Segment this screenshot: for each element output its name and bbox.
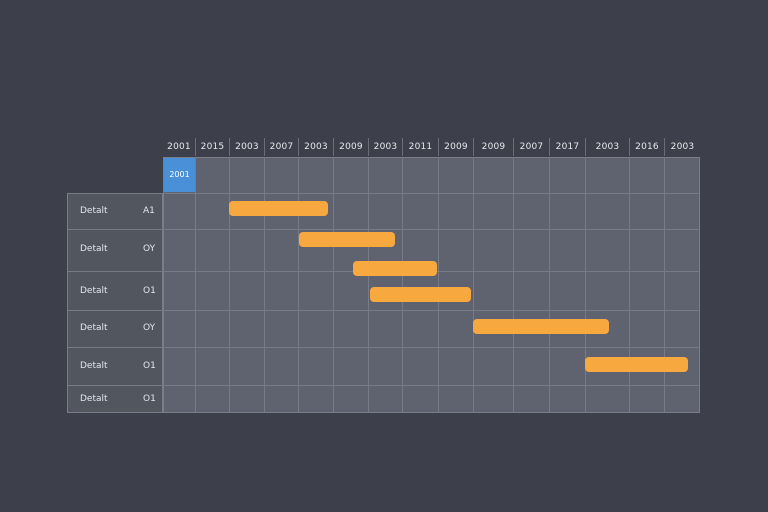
timeline-grid[interactable] (163, 157, 700, 413)
header-divider (195, 138, 196, 156)
row-code: O1 (143, 286, 156, 296)
year-header-5[interactable]: 2003 (304, 142, 328, 152)
header-divider (368, 138, 369, 156)
row-label: Detalt (80, 206, 108, 216)
grid-column-line (333, 157, 334, 413)
task-bar[interactable] (370, 287, 471, 302)
header-divider (549, 138, 550, 156)
grid-column-line (549, 157, 550, 413)
header-divider (298, 138, 299, 156)
year-header-10[interactable]: 2009 (481, 142, 506, 152)
row-code: O1 (143, 361, 156, 371)
grid-column-line (585, 157, 586, 413)
row-label: Detalt (80, 394, 108, 404)
header-divider (402, 138, 403, 156)
header-divider (664, 138, 665, 156)
grid-column-line (368, 157, 369, 413)
grid-column-line (438, 157, 439, 413)
selected-year-cell[interactable]: 2001 (164, 158, 195, 192)
header-divider (585, 138, 586, 156)
year-header-3[interactable]: 2003 (235, 142, 259, 152)
year-header-4[interactable]: 2007 (269, 142, 294, 152)
task-bar[interactable] (473, 319, 609, 334)
row-code: A1 (143, 206, 155, 216)
grid-column-line (629, 157, 630, 413)
header-divider (264, 138, 265, 156)
task-bar[interactable] (585, 357, 688, 372)
year-header-14[interactable]: 2016 (635, 142, 659, 152)
grid-column-line (402, 157, 403, 413)
header-divider (438, 138, 439, 156)
task-bar[interactable] (353, 261, 437, 276)
task-bar[interactable] (229, 201, 328, 216)
header-divider (629, 138, 630, 156)
row-label: Detalt (80, 244, 108, 254)
year-header-2[interactable]: 2015 (200, 142, 225, 152)
row-label: Detalt (80, 286, 108, 296)
grid-column-line (473, 157, 474, 413)
grid-column-line (298, 157, 299, 413)
header-divider (473, 138, 474, 156)
row-label: Detalt (80, 361, 108, 371)
grid-row-line (67, 229, 700, 230)
year-header-15[interactable]: 2003 (670, 142, 695, 152)
year-header-11[interactable]: 2007 (519, 142, 544, 152)
row-label-panel (67, 193, 163, 413)
row-label: Detalt (80, 323, 108, 333)
year-header-8[interactable]: 2011 (408, 142, 433, 152)
row-code: OY (143, 244, 156, 254)
year-header-7[interactable]: 2003 (373, 142, 398, 152)
year-header-12[interactable]: 2017 (555, 142, 580, 152)
grid-column-line (664, 157, 665, 413)
grid-column-line (513, 157, 514, 413)
grid-row-line (67, 385, 700, 386)
task-bar[interactable] (299, 232, 395, 247)
header-divider (333, 138, 334, 156)
year-header-1[interactable]: 2001 (167, 142, 191, 152)
header-divider (229, 138, 230, 156)
grid-row-line (67, 193, 700, 194)
year-header-9[interactable]: 2009 (444, 142, 468, 152)
grid-column-line (195, 157, 196, 413)
year-header-13[interactable]: 2003 (595, 142, 620, 152)
row-code: O1 (143, 394, 156, 404)
header-divider (513, 138, 514, 156)
grid-row-line (67, 310, 700, 311)
grid-column-line (264, 157, 265, 413)
grid-column-line (229, 157, 230, 413)
year-header-6[interactable]: 2009 (339, 142, 363, 152)
grid-row-line (67, 347, 700, 348)
row-code: OY (143, 323, 156, 333)
